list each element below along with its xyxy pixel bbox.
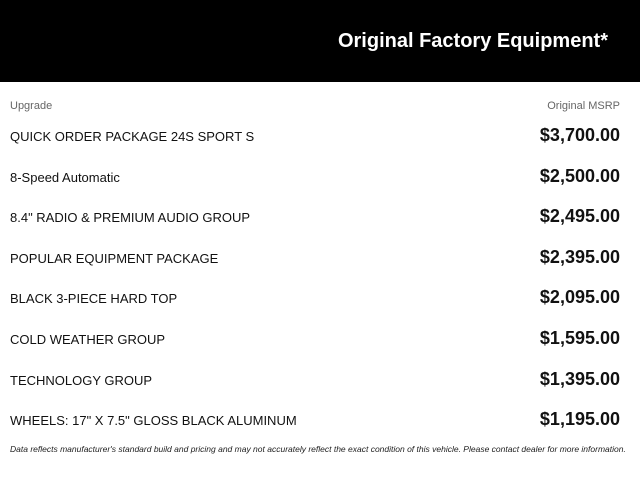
upgrade-name: QUICK ORDER PACKAGE 24S SPORT S	[10, 129, 255, 144]
equipment-row: POPULAR EQUIPMENT PACKAGE $2,395.00	[10, 245, 620, 286]
upgrade-price: $2,500.00	[539, 165, 620, 186]
column-headers: Upgrade Original MSRP	[10, 100, 620, 112]
upgrade-name: POPULAR EQUIPMENT PACKAGE	[10, 250, 219, 266]
upgrade-price: $2,395.00	[539, 246, 620, 267]
equipment-row: 8-Speed Automatic $2,500.00	[10, 164, 620, 205]
equipment-row: QUICK ORDER PACKAGE 24S SPORT S $3,700.00	[10, 123, 620, 164]
header: Original Factory Equipment*	[0, 0, 640, 82]
disclaimer: Data reflects manufacturer's standard bu…	[10, 444, 626, 454]
upgrade-name: 8.4" RADIO & PREMIUM AUDIO GROUP	[10, 210, 251, 226]
equipment-list: QUICK ORDER PACKAGE 24S SPORT S $3,700.00…	[10, 123, 620, 448]
column-msrp: Original MSRP	[547, 100, 620, 112]
equipment-row: WHEELS: 17" X 7.5" GLOSS BLACK ALUMINUM $…	[10, 407, 620, 448]
upgrade-price: $3,700.00	[539, 125, 620, 145]
equipment-row: 8.4" RADIO & PREMIUM AUDIO GROUP $2,495.0…	[10, 204, 620, 245]
upgrade-name: TECHNOLOGY GROUP	[10, 372, 153, 388]
upgrade-name: BLACK 3-PIECE HARD TOP	[10, 291, 178, 307]
upgrade-price: $2,095.00	[539, 287, 620, 308]
upgrade-price: $1,395.00	[539, 368, 620, 389]
upgrade-name: 8-Speed Automatic	[10, 169, 120, 185]
page-title: Original Factory Equipment*	[337, 30, 608, 52]
equipment-row: BLACK 3-PIECE HARD TOP $2,095.00	[10, 285, 620, 326]
equipment-row: TECHNOLOGY GROUP $1,395.00	[10, 367, 620, 408]
column-upgrade: Upgrade	[10, 100, 53, 112]
upgrade-name: COLD WEATHER GROUP	[10, 331, 166, 347]
upgrade-name: WHEELS: 17" X 7.5" GLOSS BLACK ALUMINUM	[10, 413, 297, 429]
upgrade-price: $1,595.00	[539, 327, 620, 348]
upgrade-price: $1,195.00	[539, 409, 620, 430]
equipment-row: COLD WEATHER GROUP $1,595.00	[10, 326, 620, 367]
upgrade-price: $2,495.00	[539, 206, 620, 227]
